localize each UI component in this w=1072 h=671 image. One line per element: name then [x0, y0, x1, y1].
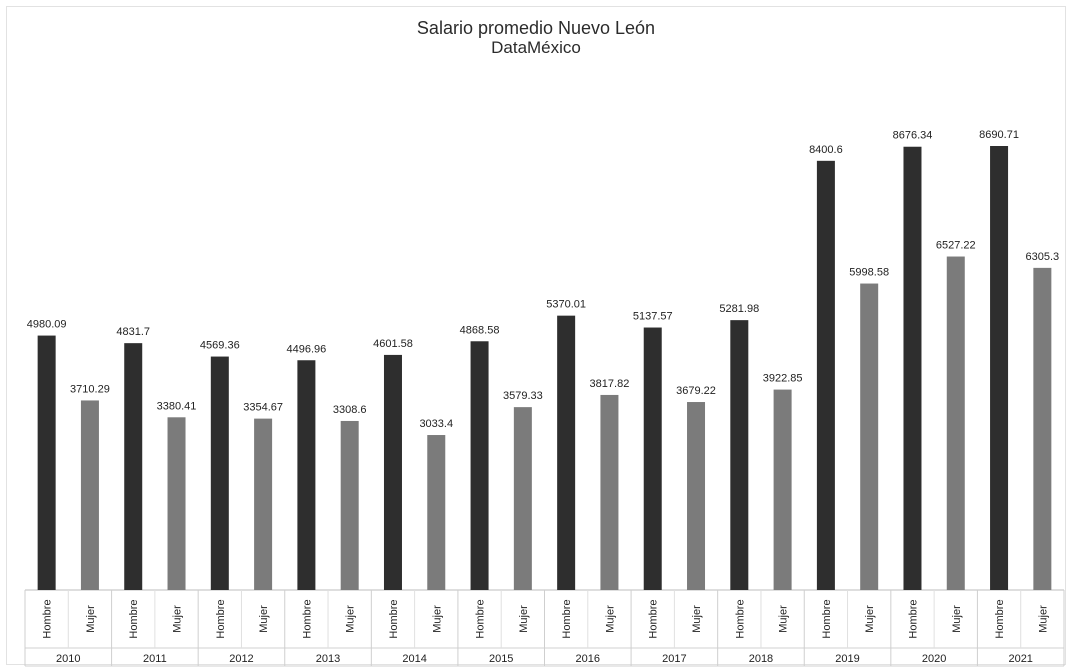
- year-label: 2014: [402, 653, 426, 665]
- value-label-hombre: 8400.6: [809, 144, 843, 156]
- year-label: 2010: [56, 653, 80, 665]
- bar-hombre: [903, 147, 921, 590]
- value-label-mujer: 3308.6: [333, 404, 367, 416]
- value-label-hombre: 4980.09: [27, 319, 67, 331]
- value-label-hombre: 5137.57: [633, 311, 673, 323]
- bar-mujer: [947, 257, 965, 590]
- bar-mujer: [168, 417, 186, 590]
- sub-category-label: Mujer: [518, 605, 530, 633]
- value-label-mujer: 3380.41: [157, 400, 197, 412]
- value-label-mujer: 5998.58: [849, 267, 889, 279]
- value-label-mujer: 3922.85: [763, 373, 803, 385]
- sub-category-label: Mujer: [1037, 605, 1049, 633]
- sub-category-label: Mujer: [431, 605, 443, 633]
- bar-hombre: [730, 320, 748, 590]
- sub-category-label: Mujer: [604, 605, 616, 633]
- value-label-hombre: 8690.71: [979, 129, 1019, 141]
- value-label-mujer: 6305.3: [1026, 251, 1060, 263]
- bar-hombre: [211, 357, 229, 590]
- sub-category-label: Mujer: [258, 605, 270, 633]
- sub-category-label: Hombre: [648, 599, 660, 638]
- year-label: 2013: [316, 653, 340, 665]
- year-label: 2012: [229, 653, 253, 665]
- bar-hombre: [38, 336, 56, 590]
- bar-mujer: [687, 402, 705, 590]
- sub-category-label: Mujer: [172, 605, 184, 633]
- value-label-mujer: 3033.4: [419, 418, 453, 430]
- bar-hombre: [557, 316, 575, 590]
- value-label-mujer: 3354.67: [243, 402, 283, 414]
- year-label: 2017: [662, 653, 686, 665]
- value-label-hombre: 8676.34: [893, 130, 933, 142]
- value-label-mujer: 3579.33: [503, 390, 543, 402]
- sub-category-label: Hombre: [42, 599, 54, 638]
- value-label-hombre: 5370.01: [546, 299, 586, 311]
- year-label: 2016: [576, 653, 600, 665]
- sub-category-label: Mujer: [85, 605, 97, 633]
- sub-category-label: Mujer: [951, 605, 963, 633]
- sub-category-label: Hombre: [994, 599, 1006, 638]
- bar-mujer: [427, 435, 445, 590]
- year-label: 2020: [922, 653, 946, 665]
- sub-category-label: Hombre: [475, 599, 487, 638]
- sub-category-label: Mujer: [691, 605, 703, 633]
- sub-category-label: Mujer: [864, 605, 876, 633]
- value-label-hombre: 4831.7: [116, 326, 150, 338]
- year-label: 2018: [749, 653, 773, 665]
- year-label: 2015: [489, 653, 513, 665]
- bar-mujer: [514, 407, 532, 590]
- value-label-hombre: 5281.98: [719, 303, 759, 315]
- sub-category-label: Hombre: [301, 599, 313, 638]
- value-label-hombre: 4601.58: [373, 338, 413, 350]
- bar-mujer: [1033, 268, 1051, 590]
- bar-hombre: [471, 341, 489, 590]
- bar-hombre: [990, 146, 1008, 590]
- sub-category-label: Hombre: [215, 599, 227, 638]
- year-label: 2021: [1008, 653, 1032, 665]
- value-label-hombre: 4496.96: [287, 343, 327, 355]
- sub-category-label: Hombre: [907, 599, 919, 638]
- value-label-mujer: 3817.82: [590, 378, 630, 390]
- bar-hombre: [384, 355, 402, 590]
- bar-mujer: [774, 390, 792, 590]
- bar-hombre: [124, 343, 142, 590]
- sub-category-label: Hombre: [388, 599, 400, 638]
- sub-category-label: Hombre: [734, 599, 746, 638]
- bar-mujer: [81, 400, 99, 590]
- sub-category-label: Hombre: [821, 599, 833, 638]
- year-label: 2011: [143, 653, 167, 665]
- sub-category-label: Hombre: [561, 599, 573, 638]
- value-label-hombre: 4868.58: [460, 324, 500, 336]
- value-label-hombre: 4569.36: [200, 340, 240, 352]
- sub-category-label: Mujer: [778, 605, 790, 633]
- sub-category-label: Hombre: [128, 599, 140, 638]
- year-label: 2019: [835, 653, 859, 665]
- value-label-mujer: 6527.22: [936, 240, 976, 252]
- bar-hombre: [644, 328, 662, 590]
- sub-category-label: Mujer: [345, 605, 357, 633]
- bar-mujer: [254, 419, 272, 590]
- bar-mujer: [860, 284, 878, 590]
- value-label-mujer: 3679.22: [676, 385, 716, 397]
- bar-hombre: [817, 161, 835, 590]
- bar-mujer: [341, 421, 359, 590]
- bar-mujer: [600, 395, 618, 590]
- bar-hombre: [297, 360, 315, 590]
- value-label-mujer: 3710.29: [70, 383, 110, 395]
